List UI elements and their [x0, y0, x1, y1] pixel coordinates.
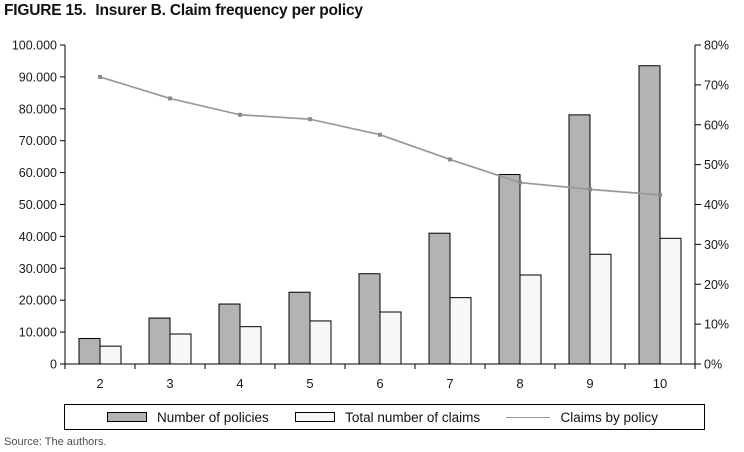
policies-bar: [78, 337, 101, 365]
claims-bar: [99, 345, 122, 365]
claims-by-policy-marker: [448, 157, 452, 162]
figure-number: FIGURE 15.: [4, 2, 87, 19]
claims-by-policy-marker: [98, 74, 102, 79]
right-axis-tick-label: 80%: [704, 39, 729, 53]
policies-bar-swatch-icon: [107, 412, 147, 422]
x-axis-category-label: 4: [236, 376, 243, 391]
right-axis-tick-label: 50%: [704, 158, 729, 172]
claims-bar: [659, 237, 682, 365]
figure-title: FIGURE 15. Insurer B. Claim frequency per…: [4, 2, 363, 20]
right-axis-tick-label: 40%: [704, 198, 729, 212]
policies-bar: [638, 65, 661, 365]
claims-by-policy-marker: [238, 112, 242, 117]
policies-bar: [288, 291, 311, 365]
figure-title-text: Insurer B. Claim frequency per policy: [95, 2, 363, 19]
legend-label-policies: Number of policies: [157, 409, 269, 425]
legend-label-claims-by-policy: Claims by policy: [560, 409, 658, 425]
right-axis-tick-label: 30%: [704, 238, 729, 252]
x-axis-category-label: 7: [446, 376, 453, 391]
right-axis-tick-label: 70%: [704, 78, 729, 92]
source-note: Source: The authors.: [4, 436, 107, 448]
claims-bar: [309, 320, 332, 365]
claims-by-policy-marker: [658, 192, 662, 197]
legend-item-claims-by-policy: Claims by policy: [506, 410, 658, 425]
left-axis-tick-label: 40.000: [19, 230, 57, 244]
policies-bar: [218, 303, 241, 365]
policies-bar: [568, 114, 591, 365]
left-axis-tick-label: 10.000: [19, 326, 57, 340]
claims-by-policy-marker: [588, 187, 592, 192]
claims-by-policy-marker: [308, 117, 312, 122]
x-axis-category-label: 10: [653, 376, 667, 391]
x-axis-category-label: 3: [166, 376, 173, 391]
claims-bar: [169, 333, 192, 365]
left-axis-tick-label: 70.000: [19, 134, 57, 148]
legend-label-claims: Total number of claims: [345, 409, 481, 425]
policies-bar: [498, 174, 521, 365]
left-axis-tick-label: 60.000: [19, 166, 57, 180]
claims-bar-swatch-icon: [295, 412, 336, 422]
left-axis-tick-label: 0: [50, 358, 57, 372]
left-axis-tick-label: 100.000: [12, 39, 57, 53]
claims-bar: [239, 326, 262, 365]
x-axis-category-label: 9: [586, 376, 593, 391]
policies-bar: [148, 317, 171, 365]
claims-by-policy-line-swatch-icon: [506, 416, 551, 418]
chart-plot-area: 100.000 90.000 80.000 70.000 60.000 50.000 40.…: [12, 39, 729, 392]
claims-bar: [379, 311, 402, 365]
x-axis-category-label: 5: [306, 376, 313, 391]
claims-by-policy-marker: [168, 96, 172, 101]
claims-bar: [589, 253, 612, 365]
right-axis-tick-label: 20%: [704, 278, 729, 292]
policies-bar: [358, 273, 381, 365]
claims-by-policy-marker: [518, 180, 522, 185]
x-axis-category-label: 2: [96, 376, 103, 391]
chart-legend: Number of policies Total number of claim…: [64, 404, 705, 430]
right-axis-tick-label: 0%: [704, 358, 722, 372]
left-axis-tick-label: 30.000: [19, 262, 57, 276]
left-axis-tick-label: 20.000: [19, 294, 57, 308]
policies-bar: [428, 232, 451, 365]
right-axis-tick-label: 10%: [704, 318, 729, 332]
claims-bar: [519, 274, 542, 365]
left-axis-tick-label: 50.000: [19, 198, 57, 212]
x-axis-category-label: 8: [516, 376, 523, 391]
x-axis-category-label: 6: [376, 376, 383, 391]
left-axis-tick-label: 80.000: [19, 102, 57, 116]
left-axis-tick-label: 90.000: [19, 70, 57, 84]
claims-by-policy-marker: [378, 132, 382, 137]
claims-bar: [449, 297, 472, 365]
legend-item-claims: Total number of claims: [295, 410, 480, 425]
right-axis-tick-label: 60%: [704, 118, 729, 132]
legend-item-policies: Number of policies: [107, 410, 269, 425]
